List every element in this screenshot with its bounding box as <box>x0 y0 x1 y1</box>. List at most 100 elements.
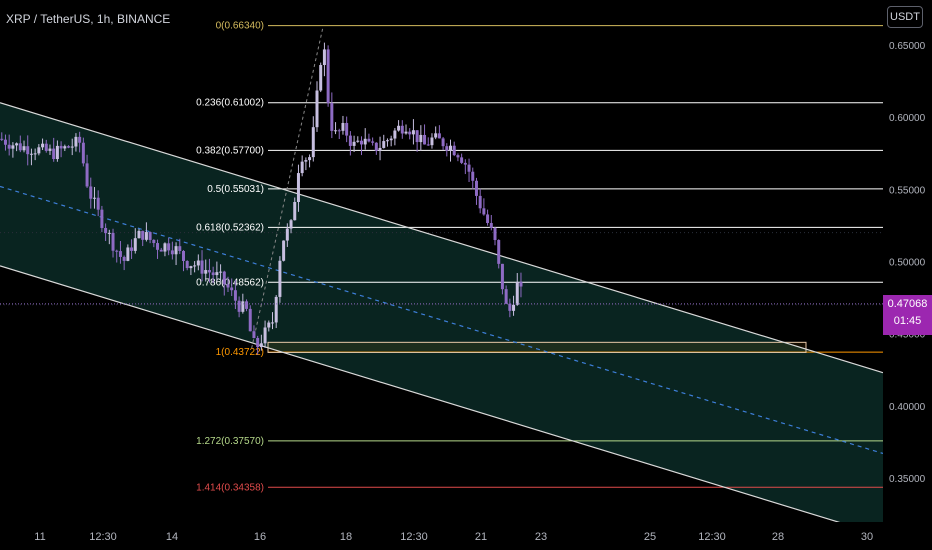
candle-body <box>519 281 523 287</box>
candle-body <box>222 271 226 285</box>
candle-body <box>85 163 89 187</box>
x-tick-label: 18 <box>340 531 352 543</box>
candle-body <box>360 140 364 145</box>
candle-body <box>497 240 501 264</box>
candle-body <box>411 130 415 135</box>
candle-body <box>104 227 108 234</box>
fib-label-0_618: 0.618(0.52362) <box>196 222 264 233</box>
x-tick-label: 12:30 <box>89 531 117 543</box>
fib-label-1_414: 1.414(0.34358) <box>196 482 264 493</box>
candle-body <box>389 138 393 141</box>
symbol-title: XRP / TetherUS, 1h, BINANCE <box>6 12 171 26</box>
candle-body <box>308 157 312 161</box>
candle-body <box>67 146 71 148</box>
x-tick-label: 25 <box>644 531 656 543</box>
last-price-badge: 0.47068 01:45 <box>883 295 932 335</box>
fib-label-0_5: 0.5(0.55031) <box>207 184 264 195</box>
candle-body <box>259 343 263 348</box>
candle-body <box>48 148 52 151</box>
candle-body <box>315 90 319 128</box>
candle-body <box>300 161 304 174</box>
candle-body <box>237 300 241 312</box>
candle-body <box>96 197 100 210</box>
candle-body <box>204 270 208 274</box>
candle-body <box>170 250 174 255</box>
y-tick-label: 0.60000 <box>889 113 926 124</box>
x-tick-label: 21 <box>475 531 487 543</box>
candle-body <box>156 243 160 250</box>
candle-body <box>33 153 37 155</box>
candle-body <box>74 136 78 147</box>
candle-body <box>256 338 260 348</box>
candle-body <box>52 148 56 160</box>
candle-body <box>174 246 178 255</box>
fib-label-1: 1(0.43722) <box>216 347 264 358</box>
candle-body <box>467 164 471 172</box>
candle-body <box>352 141 356 146</box>
candle-body <box>37 147 41 154</box>
x-tick-label: 14 <box>166 531 178 543</box>
candle-body <box>26 146 30 155</box>
candle-body <box>515 281 519 305</box>
candle-body <box>181 250 185 261</box>
candle-body <box>196 260 200 266</box>
candle-body <box>270 322 274 324</box>
candle-body <box>367 138 371 142</box>
x-tick-label: 16 <box>254 531 266 543</box>
candle-body <box>245 301 249 309</box>
currency-button[interactable]: USDT <box>887 6 923 28</box>
candle-body <box>226 284 230 288</box>
candle-body <box>463 162 467 165</box>
candle-body <box>356 140 360 142</box>
x-tick-label: 12:30 <box>698 531 726 543</box>
candle-body <box>122 256 126 261</box>
candle-body <box>482 208 486 215</box>
candle-body <box>22 146 26 151</box>
candle-body <box>486 214 490 224</box>
candle-body <box>144 232 148 240</box>
candle-body <box>59 145 63 149</box>
candle-body <box>363 138 367 145</box>
last-price-value: 0.47068 <box>887 298 928 310</box>
candle-body <box>159 249 163 252</box>
candle-body <box>326 49 330 104</box>
candle-body <box>141 230 145 240</box>
candle-body <box>296 173 300 202</box>
candle-body <box>282 240 286 261</box>
fib-zone-box <box>267 341 807 353</box>
candle-body <box>107 232 111 234</box>
candle-body <box>378 147 382 151</box>
candle-body <box>460 157 464 163</box>
y-tick-label: 0.65000 <box>889 41 926 52</box>
candle-body <box>263 327 267 344</box>
candle-body <box>267 322 271 328</box>
candle-body <box>115 250 119 252</box>
candle-body <box>89 186 93 199</box>
candle-body <box>348 135 352 146</box>
candle-body <box>285 228 289 241</box>
candle-body <box>211 272 215 276</box>
candle-body <box>126 247 130 261</box>
candle-body <box>15 143 19 146</box>
candle-body <box>337 130 341 132</box>
candle-body <box>449 145 453 151</box>
channel-fill <box>0 102 883 536</box>
candle-body <box>278 260 282 297</box>
candle-body <box>400 125 404 134</box>
fib-label-1_272: 1.272(0.37570) <box>196 436 264 447</box>
candle-body <box>178 246 182 251</box>
candle-body <box>456 155 460 158</box>
candle-body <box>100 209 104 228</box>
candle-body <box>430 137 434 146</box>
x-tick-label: 11 <box>34 531 45 543</box>
candle-body <box>504 289 508 304</box>
candle-body <box>508 303 512 311</box>
candle-body <box>207 270 211 273</box>
candle-body <box>500 263 504 290</box>
candle-body <box>441 138 445 147</box>
candle-body <box>230 287 234 291</box>
candle-body <box>81 142 85 164</box>
y-tick-label: 0.50000 <box>889 258 926 269</box>
fib-label-0: 0(0.66340) <box>216 21 264 32</box>
